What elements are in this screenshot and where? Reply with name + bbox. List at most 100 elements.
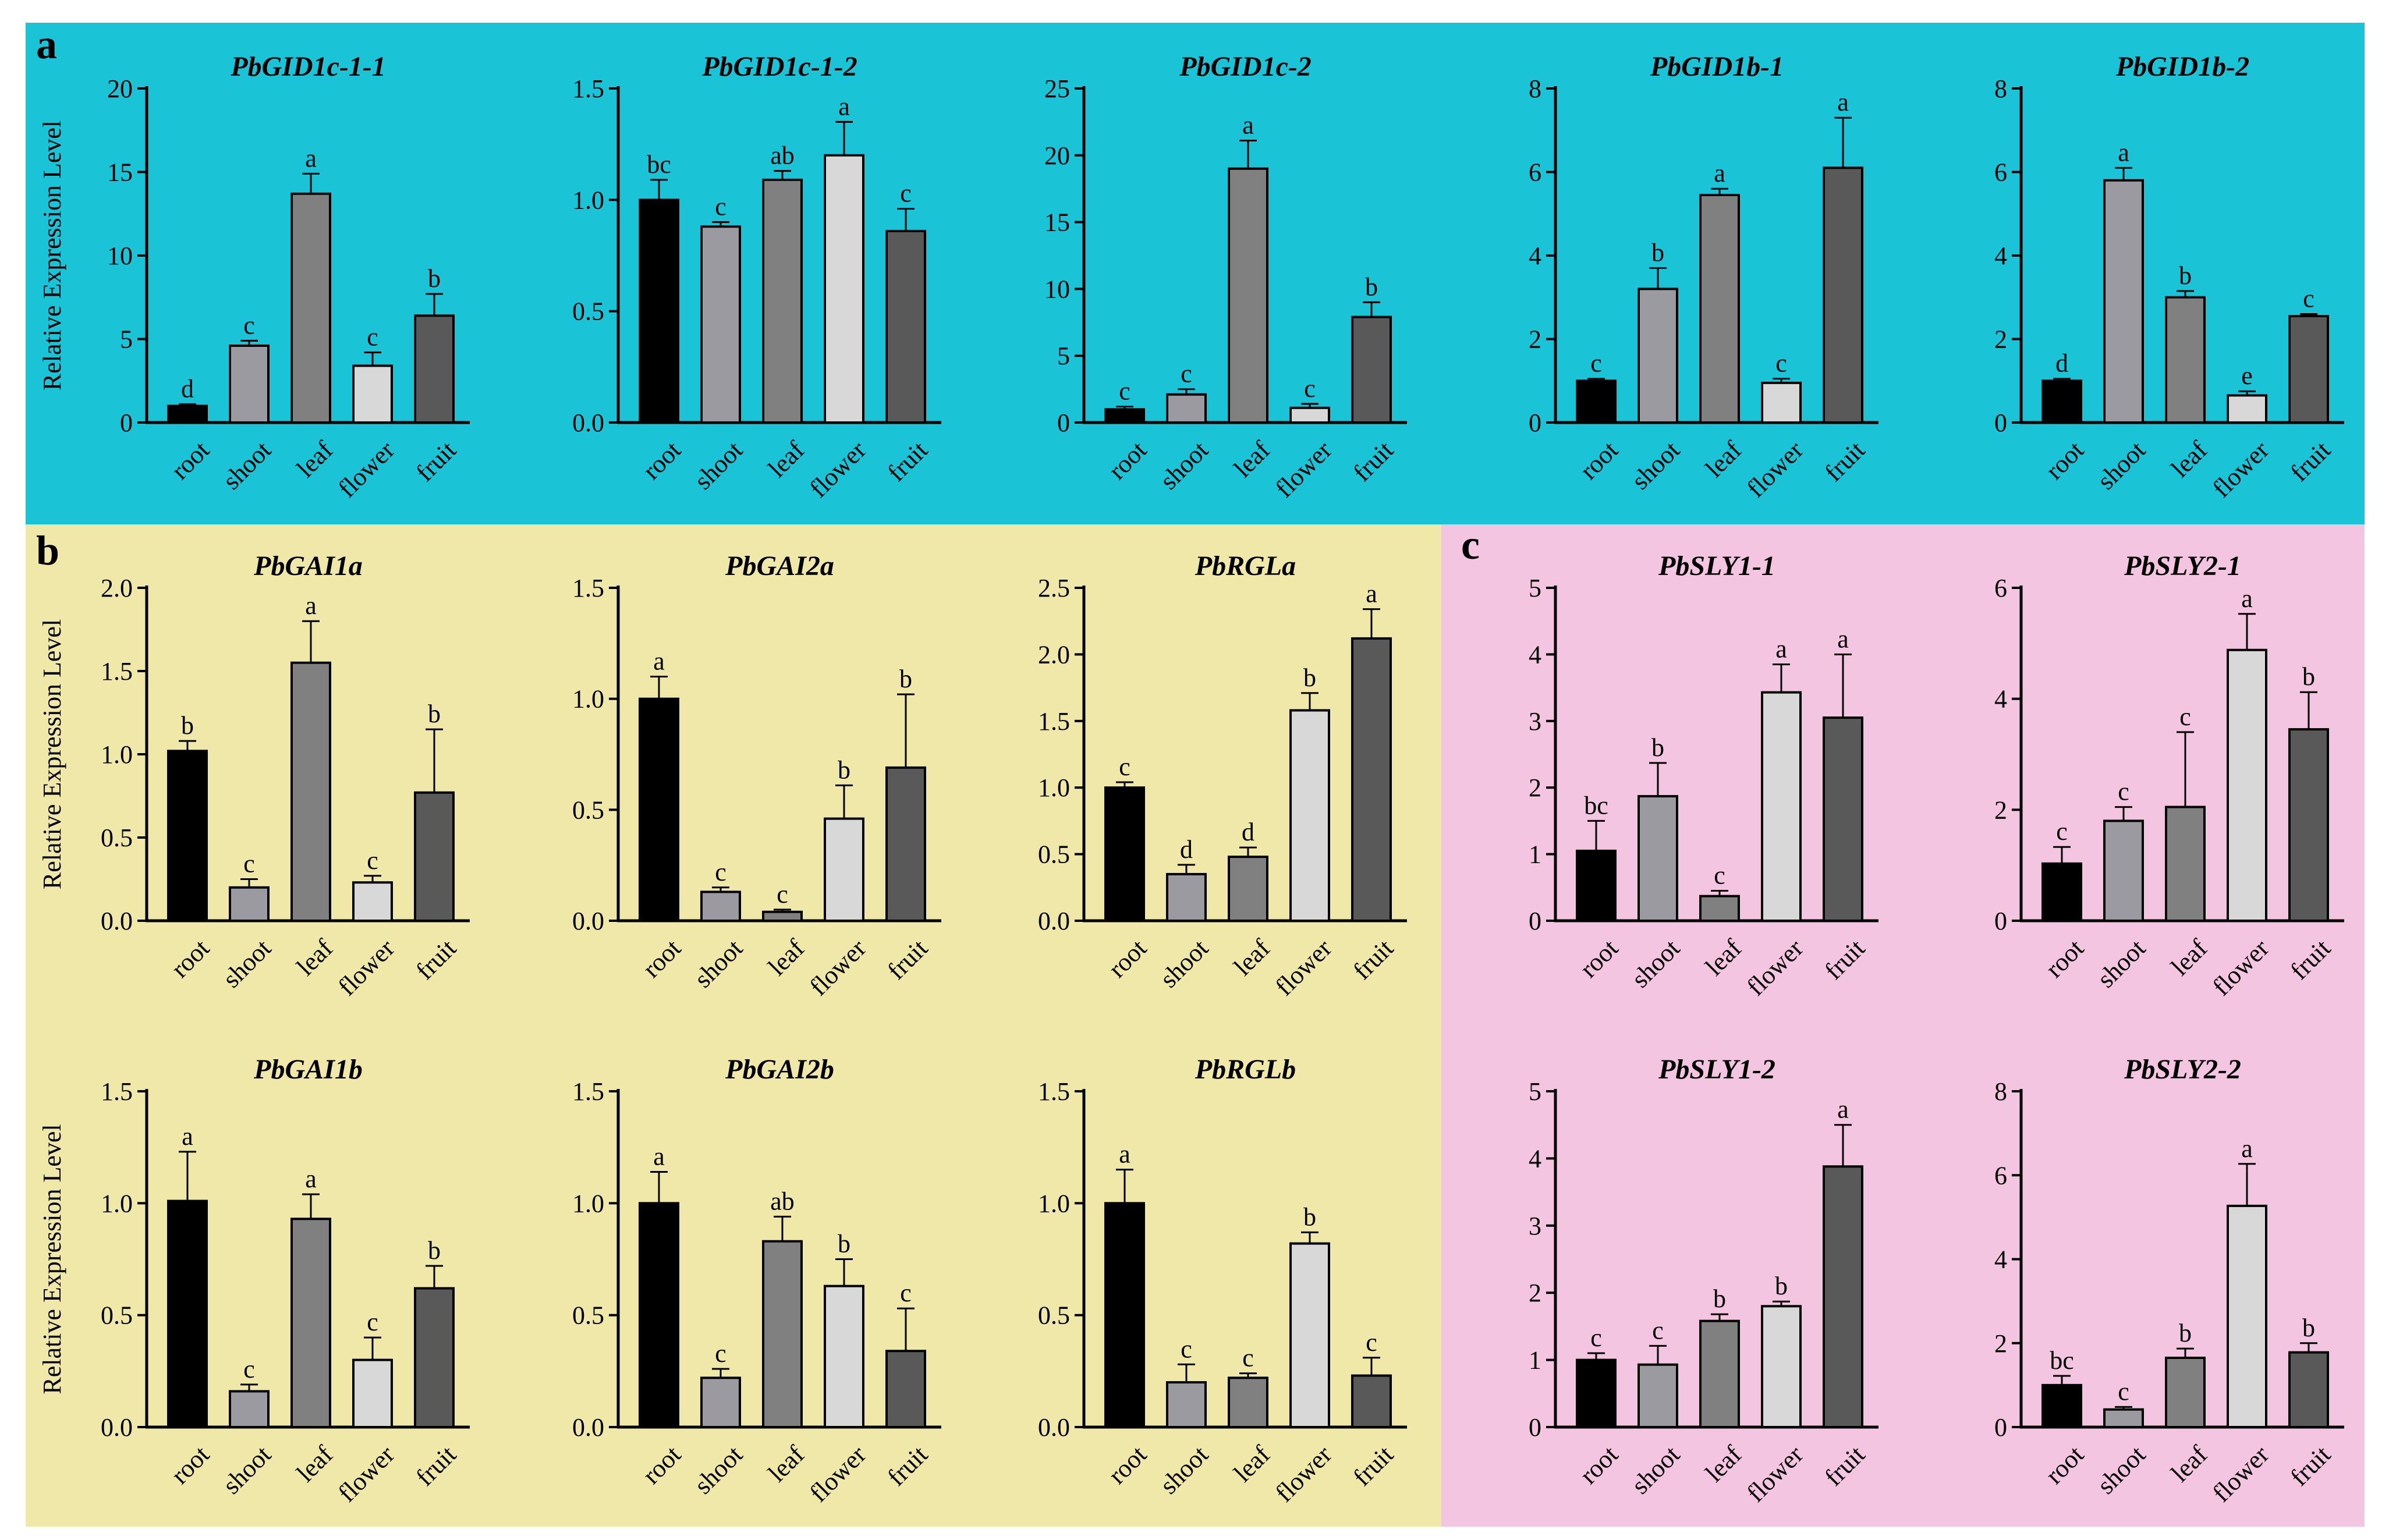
significance-letter: a [2241, 1134, 2253, 1163]
bar-root [1104, 786, 1145, 922]
bar-shoot [229, 344, 270, 424]
chart-title: PbGAI2a [725, 551, 834, 581]
y-tick-label: 1.0 [101, 740, 133, 769]
bar-root [1576, 849, 1617, 922]
significance-letter: a [305, 144, 317, 172]
significance-letter: c [1181, 1335, 1192, 1363]
significance-letter: c [243, 850, 255, 878]
y-tick-label: 6 [1994, 574, 2007, 602]
significance-letter: c [900, 1279, 912, 1307]
significance-letter: c [2118, 778, 2129, 806]
y-tick-label: 0.0 [101, 1413, 133, 1442]
y-axis-title: Relative Expression Level [38, 1124, 66, 1394]
significance-letter: a [1119, 1140, 1130, 1169]
y-tick-label: 2 [1994, 325, 2007, 354]
y-tick-label: 10 [107, 242, 133, 270]
significance-letter: a [1837, 624, 1849, 653]
bar-root [167, 404, 208, 424]
y-tick-label: 1 [1529, 840, 1541, 869]
chart-pbgid1c-2: PbGID1c-20510152025crootcshootaleafcflow… [1044, 51, 1407, 503]
significance-letter: b [899, 665, 912, 693]
bar-shoot [1637, 795, 1678, 922]
significance-letter: a [838, 92, 850, 120]
significance-letter: d [1180, 835, 1193, 864]
significance-letter: c [900, 179, 912, 208]
significance-letter: b [2302, 662, 2315, 691]
bar-root [639, 198, 679, 424]
y-tick-label: 4 [1529, 640, 1541, 669]
bar-shoot [2103, 819, 2144, 922]
significance-letter: b [2179, 1319, 2192, 1347]
y-tick-label: 0.5 [572, 297, 604, 326]
panel-a-background [26, 23, 2365, 524]
bar-shoot [2103, 1408, 2144, 1429]
chart-pbgai1a: PbGAI1a 0.0 0.5 1.0 1.5 2.0 Relative Expressio… [38, 551, 470, 1001]
y-axis-title: Relative Expression Level [38, 120, 66, 391]
bar-flower [2227, 1204, 2267, 1429]
bar-fruit [2288, 728, 2329, 922]
bar-fruit [1351, 1374, 1392, 1428]
significance-letter: a [2241, 584, 2253, 613]
bar-fruit [1823, 166, 1863, 424]
y-tick-label: 4 [1529, 1144, 1541, 1173]
significance-letter: c [1652, 1316, 1664, 1344]
bar-leaf [1228, 856, 1268, 922]
y-tick-label: 4 [1994, 685, 2007, 714]
significance-letter: a [2118, 138, 2129, 166]
bar-leaf [762, 910, 803, 922]
bar-root [1576, 379, 1617, 424]
bar-shoot [1637, 1363, 1678, 1428]
y-tick-label: 15 [1044, 208, 1070, 237]
y-tick-label: 5 [1057, 342, 1070, 370]
bar-flower [1289, 709, 1330, 922]
significance-letter: bc [1584, 791, 1608, 819]
y-tick-label: 1.5 [1038, 707, 1070, 736]
significance-letter: b [838, 1230, 850, 1258]
significance-letter: ab [770, 1187, 795, 1215]
y-tick-label: 15 [107, 158, 133, 187]
bar-shoot [1166, 1381, 1207, 1428]
y-tick-label: 0 [1994, 1413, 2007, 1442]
significance-letter: c [715, 193, 726, 221]
significance-letter: d [1242, 818, 1254, 846]
significance-letter: c [2118, 1377, 2129, 1406]
y-tick-label: 2.0 [101, 574, 133, 602]
bar-leaf [2165, 296, 2206, 424]
significance-letter: b [838, 755, 850, 784]
y-tick-label: 5 [120, 325, 133, 354]
y-tick-label: 4 [1994, 1246, 2007, 1274]
y-tick-label: 1.0 [572, 1189, 604, 1218]
y-tick-label: 0.5 [572, 1301, 604, 1330]
significance-letter: c [367, 846, 378, 875]
bar-leaf [2165, 806, 2206, 922]
bar-root [1104, 1202, 1145, 1428]
significance-letter: c [1366, 1328, 1377, 1357]
y-tick-label: 6 [1529, 158, 1541, 187]
bar-shoot [1637, 288, 1678, 424]
significance-letter: d [181, 374, 194, 403]
bar-root [1576, 1358, 1617, 1429]
bar-flower [1761, 1305, 1802, 1429]
bar-leaf [290, 192, 331, 424]
bar-flower [352, 364, 393, 424]
significance-letter: b [181, 711, 194, 740]
bar-leaf [1699, 1319, 1740, 1428]
significance-letter: c [243, 1355, 255, 1383]
significance-letter: a [1775, 635, 1787, 663]
significance-letter: e [2241, 361, 2253, 390]
bar-shoot [229, 1390, 270, 1429]
y-tick-label: 5 [1529, 574, 1541, 602]
bar-fruit [885, 766, 926, 922]
y-tick-label: 2 [1529, 773, 1541, 802]
chart-title: PbSLY1-2 [1658, 1054, 1775, 1085]
y-tick-label: 1.5 [572, 1077, 604, 1106]
bar-root [167, 750, 208, 922]
significance-letter: c [1590, 349, 1602, 378]
bar-flower [352, 881, 393, 922]
bar-shoot [229, 886, 270, 922]
y-tick-label: 1.5 [572, 574, 604, 602]
y-tick-label: 1.0 [101, 1189, 133, 1218]
bar-shoot [700, 890, 741, 922]
bar-leaf [290, 661, 331, 922]
